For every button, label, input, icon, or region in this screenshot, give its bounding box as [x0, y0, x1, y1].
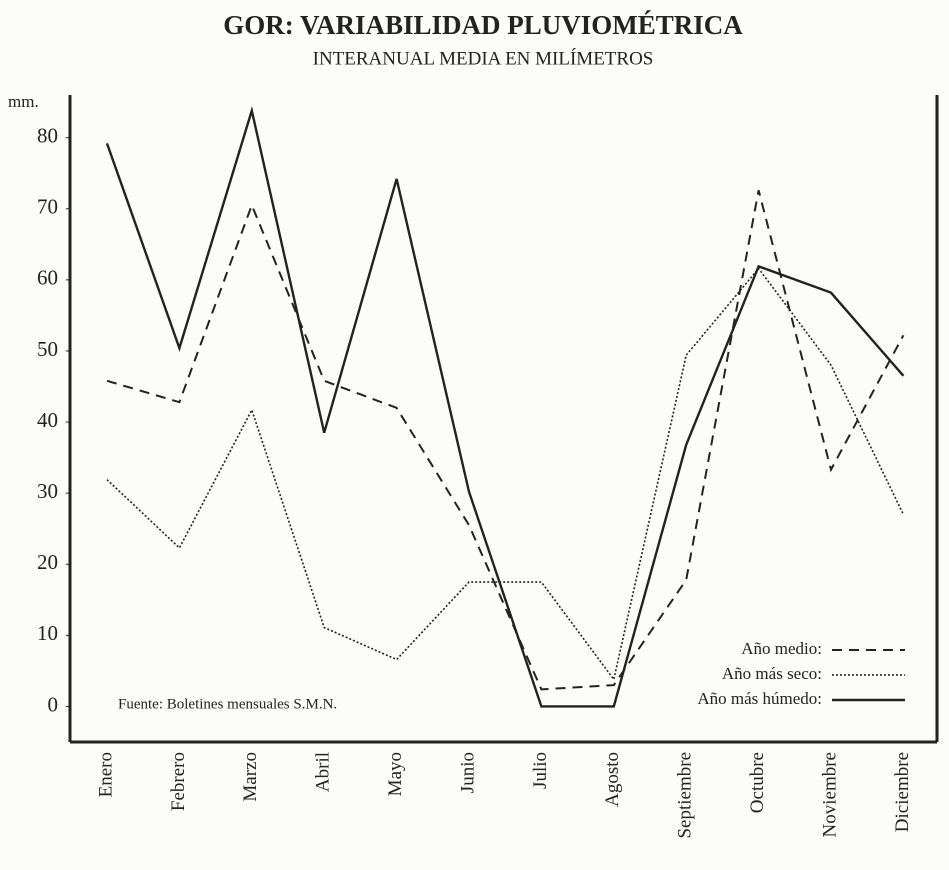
x-tick-label: Abril	[313, 752, 334, 792]
chart-title: GOR: VARIABILIDAD PLUVIOMÉTRICA	[223, 10, 743, 40]
annotation: Fuente: Boletines mensuales S.M.N.	[118, 696, 337, 712]
y-tick-label: 40	[37, 408, 58, 432]
legend-label: Año medio:	[741, 639, 822, 658]
legend-label: Año más seco:	[722, 664, 822, 683]
y-tick-label: 30	[37, 479, 58, 503]
x-tick-label: Octubre	[747, 752, 768, 813]
x-tick-label: Septiembre	[675, 752, 696, 839]
series-line	[106, 267, 905, 682]
series-line	[105, 105, 905, 708]
y-tick-label: 10	[37, 621, 58, 645]
y-tick-label: 0	[48, 692, 59, 716]
y-tick-label: 20	[37, 550, 58, 574]
y-tick-label: 50	[37, 337, 58, 361]
y-tick-label: 70	[37, 195, 58, 219]
x-tick-label: Mayo	[385, 752, 406, 796]
x-tick-label: Marzo	[240, 752, 261, 802]
x-tick-label: Agosto	[602, 752, 623, 807]
x-tick-label: Febrero	[168, 752, 189, 811]
x-tick-label: Noviembre	[819, 752, 840, 837]
legend-label: Año más húmedo:	[697, 689, 822, 708]
x-tick-label: Junio	[457, 752, 478, 793]
series-line	[106, 190, 905, 691]
y-tick-label: 80	[37, 123, 58, 147]
x-tick-label: Diciembre	[892, 752, 913, 832]
y-tick-label: 60	[37, 266, 58, 290]
x-tick-label: Julio	[530, 752, 551, 789]
y-axis-label: mm.	[8, 92, 39, 111]
chart-subtitle: INTERANUAL MEDIA EN MILÍMETROS	[313, 47, 654, 69]
x-tick-label: Enero	[95, 752, 116, 797]
